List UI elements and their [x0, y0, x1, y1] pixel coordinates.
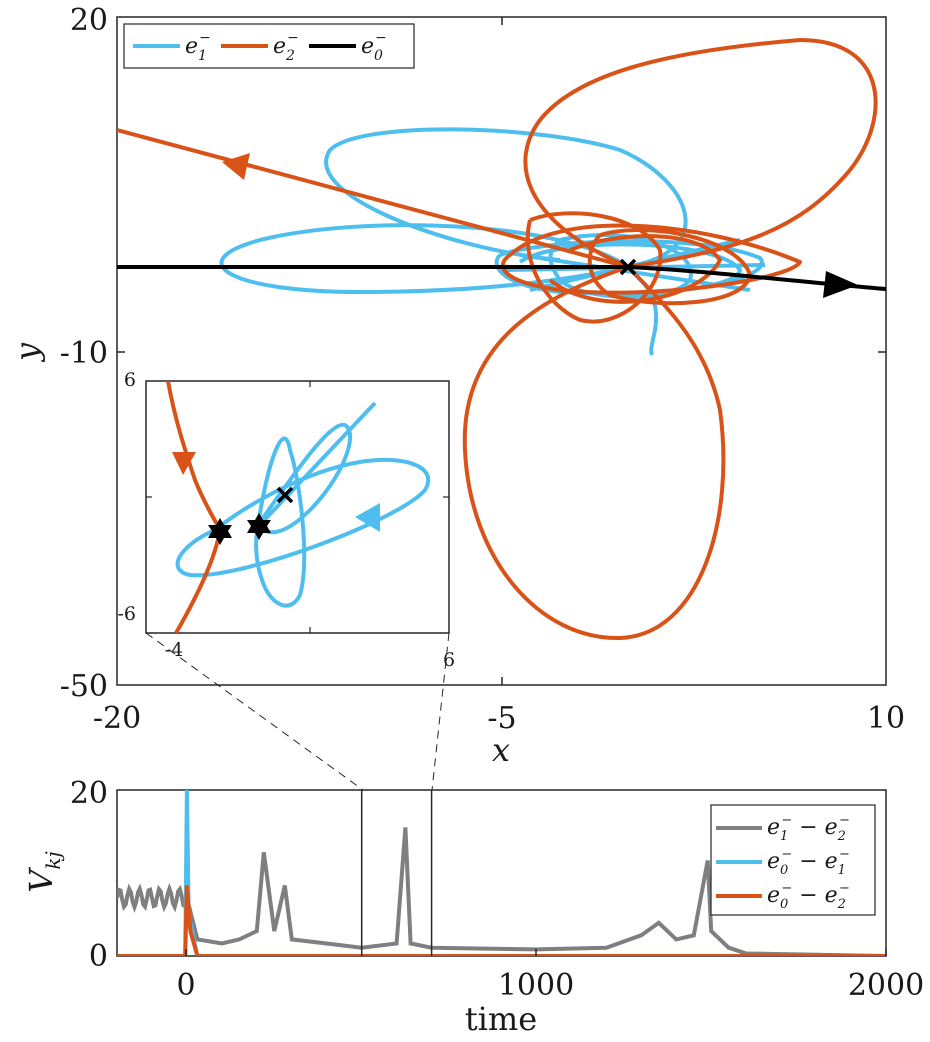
inset-plot: -4 6 6 -6 — [117, 369, 455, 671]
bottom-xtick-1: 1000 — [498, 968, 574, 1003]
e2-lobe-upper — [523, 38, 878, 269]
inset-e2-curve — [166, 381, 222, 633]
zoom-connectors — [145, 632, 450, 791]
series-orange-e0-e2 — [117, 885, 886, 956]
series-e1-inset — [175, 401, 431, 608]
e2-cluster-4 — [548, 234, 722, 304]
main-ytick-1: -10 — [60, 336, 108, 371]
main-ticks — [117, 17, 886, 685]
main-ytick-0: -50 — [60, 669, 108, 704]
equilibrium-x-marker — [619, 258, 637, 276]
main-ytick-2: 20 — [70, 3, 108, 38]
main-xtick-2: 10 — [867, 701, 905, 736]
hexagram-marker-2 — [247, 513, 271, 540]
series-blue-e0-e1 — [117, 790, 886, 956]
e1-lobe-upper — [324, 127, 688, 269]
bottom-series-layer — [117, 790, 886, 956]
inset-ytick-1: 6 — [124, 369, 136, 391]
inset-e1-diagonal — [253, 401, 377, 532]
bottom-xtick-0: 0 — [176, 968, 195, 1003]
window-markers — [360, 790, 433, 956]
bottom-ticks — [185, 949, 887, 956]
hexagram-marker-1 — [208, 518, 232, 545]
bottom-ytick-1: 20 — [70, 776, 108, 811]
main-ylabel: y — [8, 342, 46, 363]
e2-cluster-3 — [587, 227, 752, 306]
e2-lobe-lower — [462, 265, 726, 641]
main-plot: -20 -5 10 -50 -10 20 x y e1− e2− e0− — [8, 3, 905, 769]
main-xlabel: x — [492, 731, 510, 769]
main-legend: e1− e2− e0− — [123, 23, 415, 69]
e2-arrow-main — [222, 153, 250, 180]
inset-xtick-0: -4 — [165, 639, 184, 661]
e1-arrow-inset — [355, 503, 380, 532]
series-gray-e1-e2 — [117, 827, 886, 956]
e2-cluster-1 — [500, 223, 802, 295]
bottom-xlabel: time — [465, 1000, 537, 1038]
legend-label-e1: e1− — [185, 30, 211, 64]
inset-e1-ellipse-vertical — [254, 436, 307, 608]
series-e2-main — [117, 38, 878, 641]
bottom-ytick-0: 0 — [89, 939, 108, 974]
inset-ytick-0: -6 — [117, 603, 136, 625]
series-e2-inset — [166, 381, 222, 633]
bottom-legend: e1− − e2− e0− − e1− e0− − e2− — [710, 804, 876, 916]
main-xtick-0: -20 — [93, 701, 141, 736]
e2-incoming — [117, 128, 629, 269]
legend-label-blue: e0− − e1− — [767, 847, 850, 878]
bottom-plot: 0 1000 2000 0 20 time Vkj e1− − e2− e0− … — [22, 776, 924, 1038]
bottom-ylabel: Vkj — [22, 851, 65, 892]
legend-label-gray: e1− − e2− — [767, 813, 850, 844]
e2-arrow-inset — [172, 452, 196, 475]
legend-label-orange: e0− − e2− — [767, 881, 850, 912]
inset-ticks — [146, 381, 449, 633]
e0-arrow-main — [823, 271, 858, 298]
main-xtick-1: -5 — [487, 701, 516, 736]
inset-x-marker — [276, 486, 294, 504]
bottom-xtick-2: 2000 — [848, 968, 924, 1003]
inset-e1-ellipse-tilted — [256, 422, 352, 535]
